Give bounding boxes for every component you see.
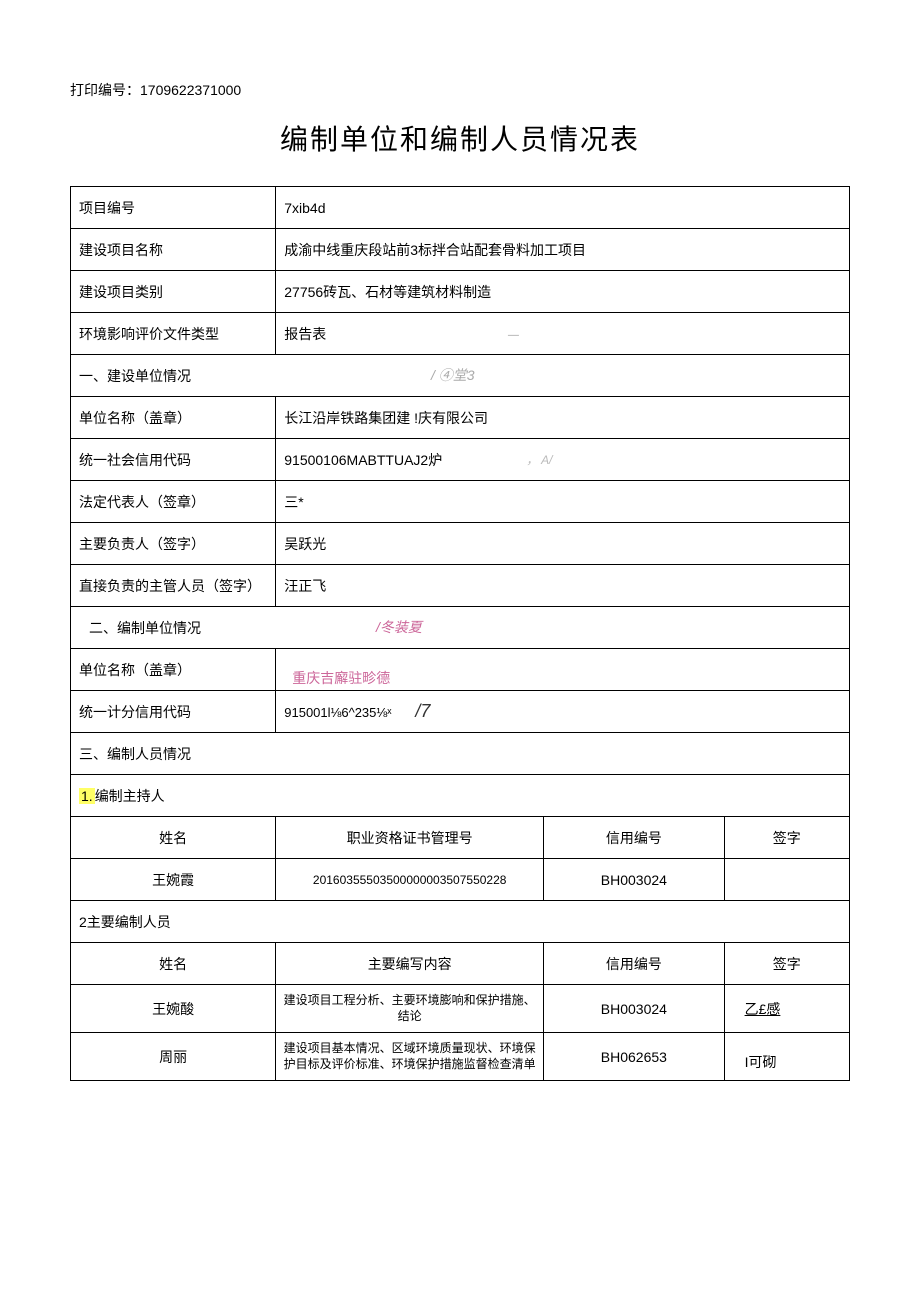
section2-header: 二、编制单位情况	[89, 620, 201, 636]
host-credit: BH003024	[544, 859, 724, 901]
row-staff-header: 姓名 主要编写内容 信用编号 签字	[71, 943, 850, 985]
sub1-label: 编制主持人	[95, 788, 165, 804]
label-s1-main: 主要负责人（签字）	[71, 523, 276, 565]
label-project-no: 项目编号	[71, 187, 276, 229]
section1-overlay: / ④堂3	[431, 365, 475, 385]
sub1-cell: 1.编制主持人	[71, 775, 850, 817]
sub1-no: 1.	[79, 788, 95, 804]
row-sub2: 2主要编制人员	[71, 901, 850, 943]
label-eia-type: 环境影响评价文件类型	[71, 313, 276, 355]
row-project-name: 建设项目名称 成渝中线重庆段站前3标拌合站配套骨料加工项目	[71, 229, 850, 271]
label-s2-credit: 统一计分信用代码	[71, 691, 276, 733]
eia-overlay: 一	[506, 327, 518, 344]
value-s2-unit-name: 重庆吉廨驻畛德	[292, 670, 390, 686]
h-sign: 签字	[724, 817, 849, 859]
staff-1-sign: I可砌	[724, 1033, 849, 1081]
section2-overlay: /冬装夏	[376, 617, 422, 637]
row-project-no: 项目编号 7xib4d	[71, 187, 850, 229]
staff-0-sign-text: 乙£感	[745, 1001, 781, 1017]
staff-1-name: 周丽	[71, 1033, 276, 1081]
value-s2-credit-cell: 915001l⅛6^235⅛ˣ /7	[276, 691, 850, 733]
s2-credit-overlay: /7	[415, 701, 430, 721]
row-s1-legal: 法定代表人（签章） 三*	[71, 481, 850, 523]
h-cert: 职业资格证书管理号	[276, 817, 544, 859]
host-sign	[724, 859, 849, 901]
eia-value: 报告表	[284, 326, 326, 342]
row-s1-main: 主要负责人（签字） 吴跃光	[71, 523, 850, 565]
staff-1-content: 建设项目基本情况、区域环境质量现状、环境保护目标及评价标准、环境保护措施监督检查…	[276, 1033, 544, 1081]
staff-0-sign: 乙£感	[724, 985, 849, 1033]
print-number: 打印编号：1709622371000	[70, 80, 850, 100]
h2-content: 主要编写内容	[276, 943, 544, 985]
value-s2-credit: 915001l⅛6^235⅛ˣ	[284, 705, 391, 720]
row-s2-credit: 统一计分信用代码 915001l⅛6^235⅛ˣ /7	[71, 691, 850, 733]
h-credit: 信用编号	[544, 817, 724, 859]
value-s1-credit-cell: 91500106MABTTUAJ2炉 ， A/	[276, 439, 850, 481]
h2-name: 姓名	[71, 943, 276, 985]
section1-header: 一、建设单位情况	[79, 368, 191, 384]
staff-0-name: 王婉酸	[71, 985, 276, 1033]
label-s2-unit-name: 单位名称（盖章）	[71, 649, 276, 691]
row-s1-unit-name: 单位名称（盖章） 长江沿岸铁路集团建 !庆有限公司	[71, 397, 850, 439]
section2-header-cell: 二、编制单位情况 /冬装夏	[71, 607, 850, 649]
host-cert: 20160355503500000003507550228	[276, 859, 544, 901]
section3-header: 三、编制人员情况	[71, 733, 850, 775]
staff-1-credit: BH062653	[544, 1033, 724, 1081]
label-s1-unit-name: 单位名称（盖章）	[71, 397, 276, 439]
row-host-data: 王婉霞 20160355503500000003507550228 BH0030…	[71, 859, 850, 901]
h2-credit: 信用编号	[544, 943, 724, 985]
label-s1-legal: 法定代表人（签章）	[71, 481, 276, 523]
value-project-no: 7xib4d	[276, 187, 850, 229]
value-s2-unit-name-cell: 重庆吉廨驻畛德	[276, 649, 850, 691]
row-section3-header: 三、编制人员情况	[71, 733, 850, 775]
row-s1-direct: 直接负责的主管人员（签字） 汪正飞	[71, 565, 850, 607]
row-staff-0: 王婉酸 建设项目工程分析、主要环境膨响和保护措施、结论 BH003024 乙£感	[71, 985, 850, 1033]
label-s1-credit: 统一社会信用代码	[71, 439, 276, 481]
row-section2-header: 二、编制单位情况 /冬装夏	[71, 607, 850, 649]
section1-header-cell: 一、建设单位情况 / ④堂3	[71, 355, 850, 397]
row-project-cat: 建设项目类别 27756砖瓦、石材等建筑材料制造	[71, 271, 850, 313]
row-s2-unit-name: 单位名称（盖章） 重庆吉廨驻畛德	[71, 649, 850, 691]
label-project-cat: 建设项目类别	[71, 271, 276, 313]
main-table: 项目编号 7xib4d 建设项目名称 成渝中线重庆段站前3标拌合站配套骨料加工项…	[70, 186, 850, 1081]
row-section1-header: 一、建设单位情况 / ④堂3	[71, 355, 850, 397]
sub2-label: 2主要编制人员	[71, 901, 850, 943]
value-project-name: 成渝中线重庆段站前3标拌合站配套骨料加工项目	[276, 229, 850, 271]
label-s1-direct: 直接负责的主管人员（签字）	[71, 565, 276, 607]
row-s1-credit: 统一社会信用代码 91500106MABTTUAJ2炉 ， A/	[71, 439, 850, 481]
host-name: 王婉霞	[71, 859, 276, 901]
h2-sign: 签字	[724, 943, 849, 985]
print-value: 1709622371000	[140, 82, 241, 98]
staff-0-content: 建设项目工程分析、主要环境膨响和保护措施、结论	[276, 985, 544, 1033]
staff-0-credit: BH003024	[544, 985, 724, 1033]
print-label: 打印编号：	[70, 82, 140, 98]
value-eia-type: 报告表 一	[276, 313, 850, 355]
value-s1-unit-name: 长江沿岸铁路集团建 !庆有限公司	[276, 397, 850, 439]
value-project-cat: 27756砖瓦、石材等建筑材料制造	[276, 271, 850, 313]
value-s1-main: 吴跃光	[276, 523, 850, 565]
value-s1-legal: 三*	[276, 481, 850, 523]
value-s1-credit: 91500106MABTTUAJ2炉	[284, 452, 442, 468]
value-s1-direct: 汪正飞	[276, 565, 850, 607]
h-name: 姓名	[71, 817, 276, 859]
row-host-header: 姓名 职业资格证书管理号 信用编号 签字	[71, 817, 850, 859]
row-eia-type: 环境影响评价文件类型 报告表 一	[71, 313, 850, 355]
label-project-name: 建设项目名称	[71, 229, 276, 271]
row-sub1: 1.编制主持人	[71, 775, 850, 817]
row-staff-1: 周丽 建设项目基本情况、区域环境质量现状、环境保护目标及评价标准、环境保护措施监…	[71, 1033, 850, 1081]
page-title: 编制单位和编制人员情况表	[70, 118, 850, 158]
s1-credit-overlay: ， A/	[526, 451, 552, 468]
